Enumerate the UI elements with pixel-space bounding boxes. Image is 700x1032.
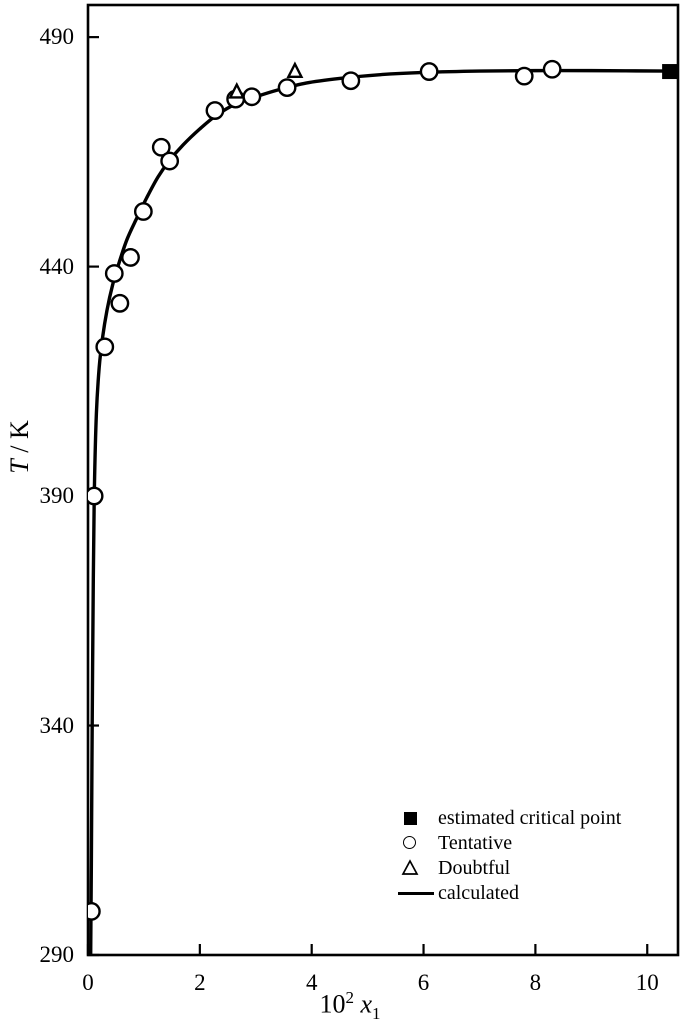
- y-axis-variable: T: [5, 459, 34, 474]
- y-tick-label: 440: [39, 253, 75, 279]
- tentative-data-points: [88, 59, 562, 921]
- data-point-tentative: [151, 137, 171, 157]
- data-point-tentative: [341, 71, 361, 91]
- data-point-tentative: [121, 248, 140, 267]
- legend-entry: estimated critical point: [398, 806, 621, 830]
- open-circle-icon: [403, 836, 416, 849]
- x-axis-variable: x: [360, 989, 373, 1019]
- x-tick-label: 2: [194, 970, 206, 995]
- data-point-tentative: [88, 902, 101, 921]
- data-point-tentative: [110, 293, 130, 313]
- legend-entry: Doubtful: [398, 856, 510, 880]
- x-axis-title: 102 x1: [0, 988, 700, 1024]
- data-point-tentative: [514, 66, 534, 86]
- legend-filled-square-icon: [398, 806, 438, 830]
- legend-entry: Tentative: [398, 831, 512, 855]
- data-point-tentative: [419, 62, 439, 81]
- y-tick-label: 340: [39, 712, 75, 738]
- data-point-tentative: [160, 151, 180, 171]
- legend-label: Tentative: [438, 832, 513, 854]
- data-point-tentative: [133, 202, 153, 221]
- filled-square-icon: [404, 812, 417, 825]
- data-point-doubtful: [228, 81, 246, 99]
- legend-line-icon: [398, 881, 438, 905]
- y-tick-label: 490: [39, 24, 75, 50]
- data-point-critical: [662, 64, 678, 80]
- x-tick-label: 6: [417, 970, 430, 995]
- x-axis-exponent: 2: [345, 988, 354, 1007]
- x-tick-label: 8: [529, 970, 542, 995]
- legend-label: calculated: [438, 882, 520, 904]
- x-axis-subscript: 1: [372, 1003, 381, 1023]
- legend-entry: calculated: [398, 881, 519, 905]
- legend-open-circle-icon: [398, 831, 438, 855]
- legend-label: Doubtful: [438, 857, 511, 879]
- critical-point-marker: [662, 64, 678, 80]
- x-tick-label: 4: [305, 970, 318, 995]
- data-point-tentative: [242, 87, 262, 107]
- y-tick-label: 390: [39, 483, 75, 509]
- data-point-tentative: [95, 337, 115, 357]
- legend-open-triangle-icon: [398, 856, 438, 880]
- plot-frame: [86, 3, 680, 957]
- data-point-doubtful: [286, 61, 304, 79]
- data-point-tentative: [104, 264, 124, 283]
- axis-ticks: [86, 36, 649, 957]
- legend-label: estimated critical point: [438, 807, 622, 829]
- y-axis-unit: K: [5, 420, 34, 440]
- data-point-tentative: [205, 101, 225, 120]
- y-axis-title: T / K: [5, 387, 35, 507]
- data-point-tentative: [542, 59, 562, 79]
- y-axis-separator: /: [5, 445, 34, 453]
- solid-line-icon: [398, 892, 434, 896]
- x-tick-label: 0: [82, 970, 94, 995]
- data-point-tentative: [277, 78, 297, 98]
- x-axis-base: 10: [319, 989, 346, 1019]
- open-triangle-icon: [401, 859, 419, 875]
- data-point-tentative: [88, 486, 104, 506]
- x-tick-label: 10: [635, 970, 659, 995]
- doubtful-data-points: [228, 61, 304, 99]
- y-tick-label: 290: [39, 942, 75, 967]
